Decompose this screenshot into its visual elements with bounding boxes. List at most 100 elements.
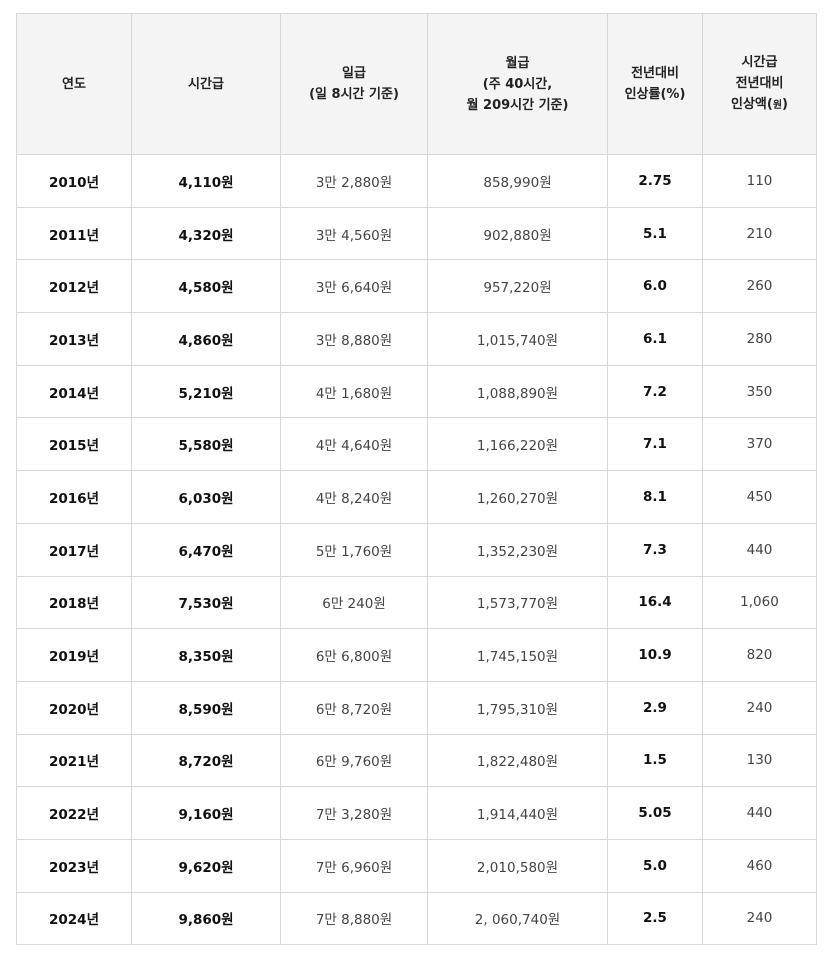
cell-rate: 2.9 [607, 680, 703, 735]
cell-daily: 4만 1,680원 [280, 364, 428, 419]
table-row: 2014년 5,210원 4만 1,680원 1,088,890원 7.2 350 [16, 364, 817, 419]
cell-year: 2016년 [16, 470, 132, 524]
table-container: 연도 시간급 일급 (일 8시간 기준) 월급 (주 40시간, 월 209시간… [16, 13, 817, 946]
cell-daily: 6만 240원 [280, 575, 428, 630]
cell-daily: 6만 8,720원 [280, 680, 428, 735]
cell-rate: 1.5 [607, 733, 703, 788]
cell-amount: 460 [702, 838, 817, 893]
cell-monthly: 2,010,580원 [427, 838, 608, 893]
cell-rate: 6.1 [607, 312, 703, 366]
cell-rate: 7.2 [607, 364, 703, 419]
table-row: 2012년 4,580원 3만 6,640원 957,220원 6.0 260 [16, 259, 817, 314]
cell-daily: 4만 4,640원 [280, 417, 428, 472]
cell-daily: 3만 6,640원 [280, 259, 428, 314]
cell-amount: 440 [702, 786, 817, 840]
cell-year: 2010년 [16, 154, 132, 208]
cell-amount: 450 [702, 470, 817, 524]
table-row: 2010년 4,110원 3만 2,880원 858,990원 2.75 110 [16, 154, 817, 208]
cell-hourly: 8,350원 [131, 628, 281, 682]
cell-hourly: 6,030원 [131, 470, 281, 524]
table-row: 2024년 9,860원 7만 8,880원 2, 060,740원 2.5 240 [16, 891, 817, 946]
header-hourly: 시간급 [131, 13, 281, 155]
cell-rate: 10.9 [607, 628, 703, 682]
table-row: 2020년 8,590원 6만 8,720원 1,795,310원 2.9 240 [16, 680, 817, 735]
cell-year: 2013년 [16, 312, 132, 366]
cell-hourly: 4,580원 [131, 259, 281, 314]
cell-amount: 1,060 [702, 575, 817, 630]
cell-monthly: 1,822,480원 [427, 733, 608, 788]
cell-year: 2015년 [16, 417, 132, 472]
cell-hourly: 9,860원 [131, 891, 281, 946]
cell-hourly: 7,530원 [131, 575, 281, 630]
cell-hourly: 5,210원 [131, 364, 281, 419]
cell-daily: 5만 1,760원 [280, 522, 428, 577]
cell-hourly: 9,620원 [131, 838, 281, 893]
cell-monthly: 1,573,770원 [427, 575, 608, 630]
cell-amount: 440 [702, 522, 817, 577]
cell-year: 2011년 [16, 206, 132, 261]
cell-rate: 5.0 [607, 838, 703, 893]
cell-monthly: 1,088,890원 [427, 364, 608, 419]
cell-monthly: 1,352,230원 [427, 522, 608, 577]
cell-hourly: 8,590원 [131, 680, 281, 735]
cell-rate: 6.0 [607, 259, 703, 314]
header-rate: 전년대비 인상률(%) [607, 13, 703, 155]
cell-monthly: 1,260,270원 [427, 470, 608, 524]
table-header: 연도 시간급 일급 (일 8시간 기준) 월급 (주 40시간, 월 209시간… [16, 13, 817, 155]
cell-daily: 6만 6,800원 [280, 628, 428, 682]
cell-year: 2022년 [16, 786, 132, 840]
cell-daily: 3만 2,880원 [280, 154, 428, 208]
cell-rate: 7.1 [607, 417, 703, 472]
cell-daily: 7만 6,960원 [280, 838, 428, 893]
cell-monthly: 902,880원 [427, 206, 608, 261]
table-row: 2018년 7,530원 6만 240원 1,573,770원 16.4 1,060 [16, 575, 817, 630]
cell-amount: 210 [702, 206, 817, 261]
cell-year: 2017년 [16, 522, 132, 577]
table-row: 2021년 8,720원 6만 9,760원 1,822,480원 1.5 130 [16, 733, 817, 788]
cell-amount: 280 [702, 312, 817, 366]
cell-rate: 7.3 [607, 522, 703, 577]
cell-amount: 260 [702, 259, 817, 314]
cell-year: 2019년 [16, 628, 132, 682]
cell-rate: 8.1 [607, 470, 703, 524]
cell-monthly: 1,914,440원 [427, 786, 608, 840]
cell-year: 2020년 [16, 680, 132, 735]
cell-amount: 820 [702, 628, 817, 682]
header-monthly: 월급 (주 40시간, 월 209시간 기준) [427, 13, 608, 155]
cell-hourly: 5,580원 [131, 417, 281, 472]
cell-rate: 5.05 [607, 786, 703, 840]
cell-hourly: 6,470원 [131, 522, 281, 577]
cell-monthly: 1,015,740원 [427, 312, 608, 366]
cell-daily: 6만 9,760원 [280, 733, 428, 788]
cell-hourly: 4,110원 [131, 154, 281, 208]
table-row: 2019년 8,350원 6만 6,800원 1,745,150원 10.9 820 [16, 628, 817, 682]
cell-monthly: 1,795,310원 [427, 680, 608, 735]
cell-monthly: 858,990원 [427, 154, 608, 208]
cell-amount: 350 [702, 364, 817, 419]
cell-rate: 5.1 [607, 206, 703, 261]
cell-monthly: 1,745,150원 [427, 628, 608, 682]
cell-year: 2023년 [16, 838, 132, 893]
cell-daily: 3만 4,560원 [280, 206, 428, 261]
cell-rate: 16.4 [607, 575, 703, 630]
cell-daily: 7만 8,880원 [280, 891, 428, 946]
cell-amount: 110 [702, 154, 817, 208]
header-year: 연도 [16, 13, 132, 155]
cell-year: 2021년 [16, 733, 132, 788]
cell-monthly: 957,220원 [427, 259, 608, 314]
table-row: 2016년 6,030원 4만 8,240원 1,260,270원 8.1 450 [16, 470, 817, 524]
cell-rate: 2.75 [607, 154, 703, 208]
cell-year: 2014년 [16, 364, 132, 419]
cell-daily: 3만 8,880원 [280, 312, 428, 366]
cell-rate: 2.5 [607, 891, 703, 946]
cell-daily: 7만 3,280원 [280, 786, 428, 840]
cell-hourly: 8,720원 [131, 733, 281, 788]
header-daily: 일급 (일 8시간 기준) [280, 13, 428, 155]
table-row: 2017년 6,470원 5만 1,760원 1,352,230원 7.3 440 [16, 522, 817, 577]
cell-hourly: 4,860원 [131, 312, 281, 366]
cell-amount: 370 [702, 417, 817, 472]
cell-amount: 130 [702, 733, 817, 788]
cell-daily: 4만 8,240원 [280, 470, 428, 524]
table-row: 2011년 4,320원 3만 4,560원 902,880원 5.1 210 [16, 206, 817, 261]
cell-hourly: 9,160원 [131, 786, 281, 840]
